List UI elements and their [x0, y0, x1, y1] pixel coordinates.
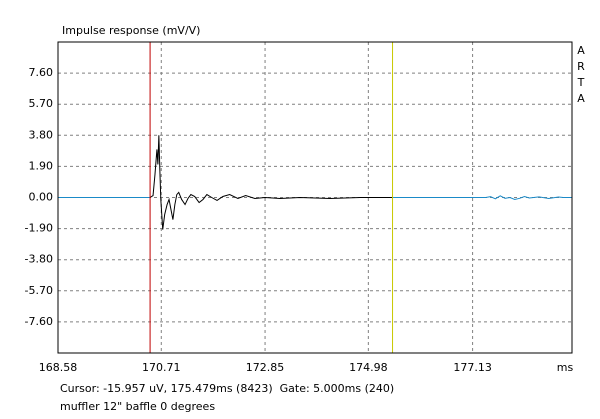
y-tick-label: 3.80 — [29, 128, 54, 141]
x-axis-label: ms — [557, 361, 574, 374]
y-tick-label: 0.00 — [29, 191, 54, 204]
y-tick-label: 5.70 — [29, 97, 54, 110]
file-note: muffler 12" baffle 0 degrees — [60, 400, 215, 413]
x-tick-label: 172.85 — [246, 361, 285, 374]
y-tick-label: 1.90 — [29, 159, 54, 172]
brand: ARTA — [575, 44, 588, 108]
impulse-line — [149, 135, 393, 230]
x-tick-label: 168.58 — [39, 361, 78, 374]
x-tick-label: 170.71 — [142, 361, 181, 374]
y-tick-label: -7.60 — [25, 315, 53, 328]
cursor-info: Cursor: -15.957 uV, 175.479ms (8423) Gat… — [60, 382, 394, 395]
y-tick-label: 7.60 — [29, 66, 54, 79]
plot-frame — [57, 41, 573, 354]
y-tick-label: -3.80 — [25, 253, 53, 266]
chart-title: Impulse response (mV/V) — [62, 24, 200, 37]
y-tick-label: -5.70 — [25, 284, 53, 297]
impulse-line — [58, 195, 572, 200]
x-tick-label: 174.98 — [349, 361, 388, 374]
y-tick-label: -1.90 — [25, 222, 53, 235]
x-tick-label: 177.13 — [453, 361, 492, 374]
